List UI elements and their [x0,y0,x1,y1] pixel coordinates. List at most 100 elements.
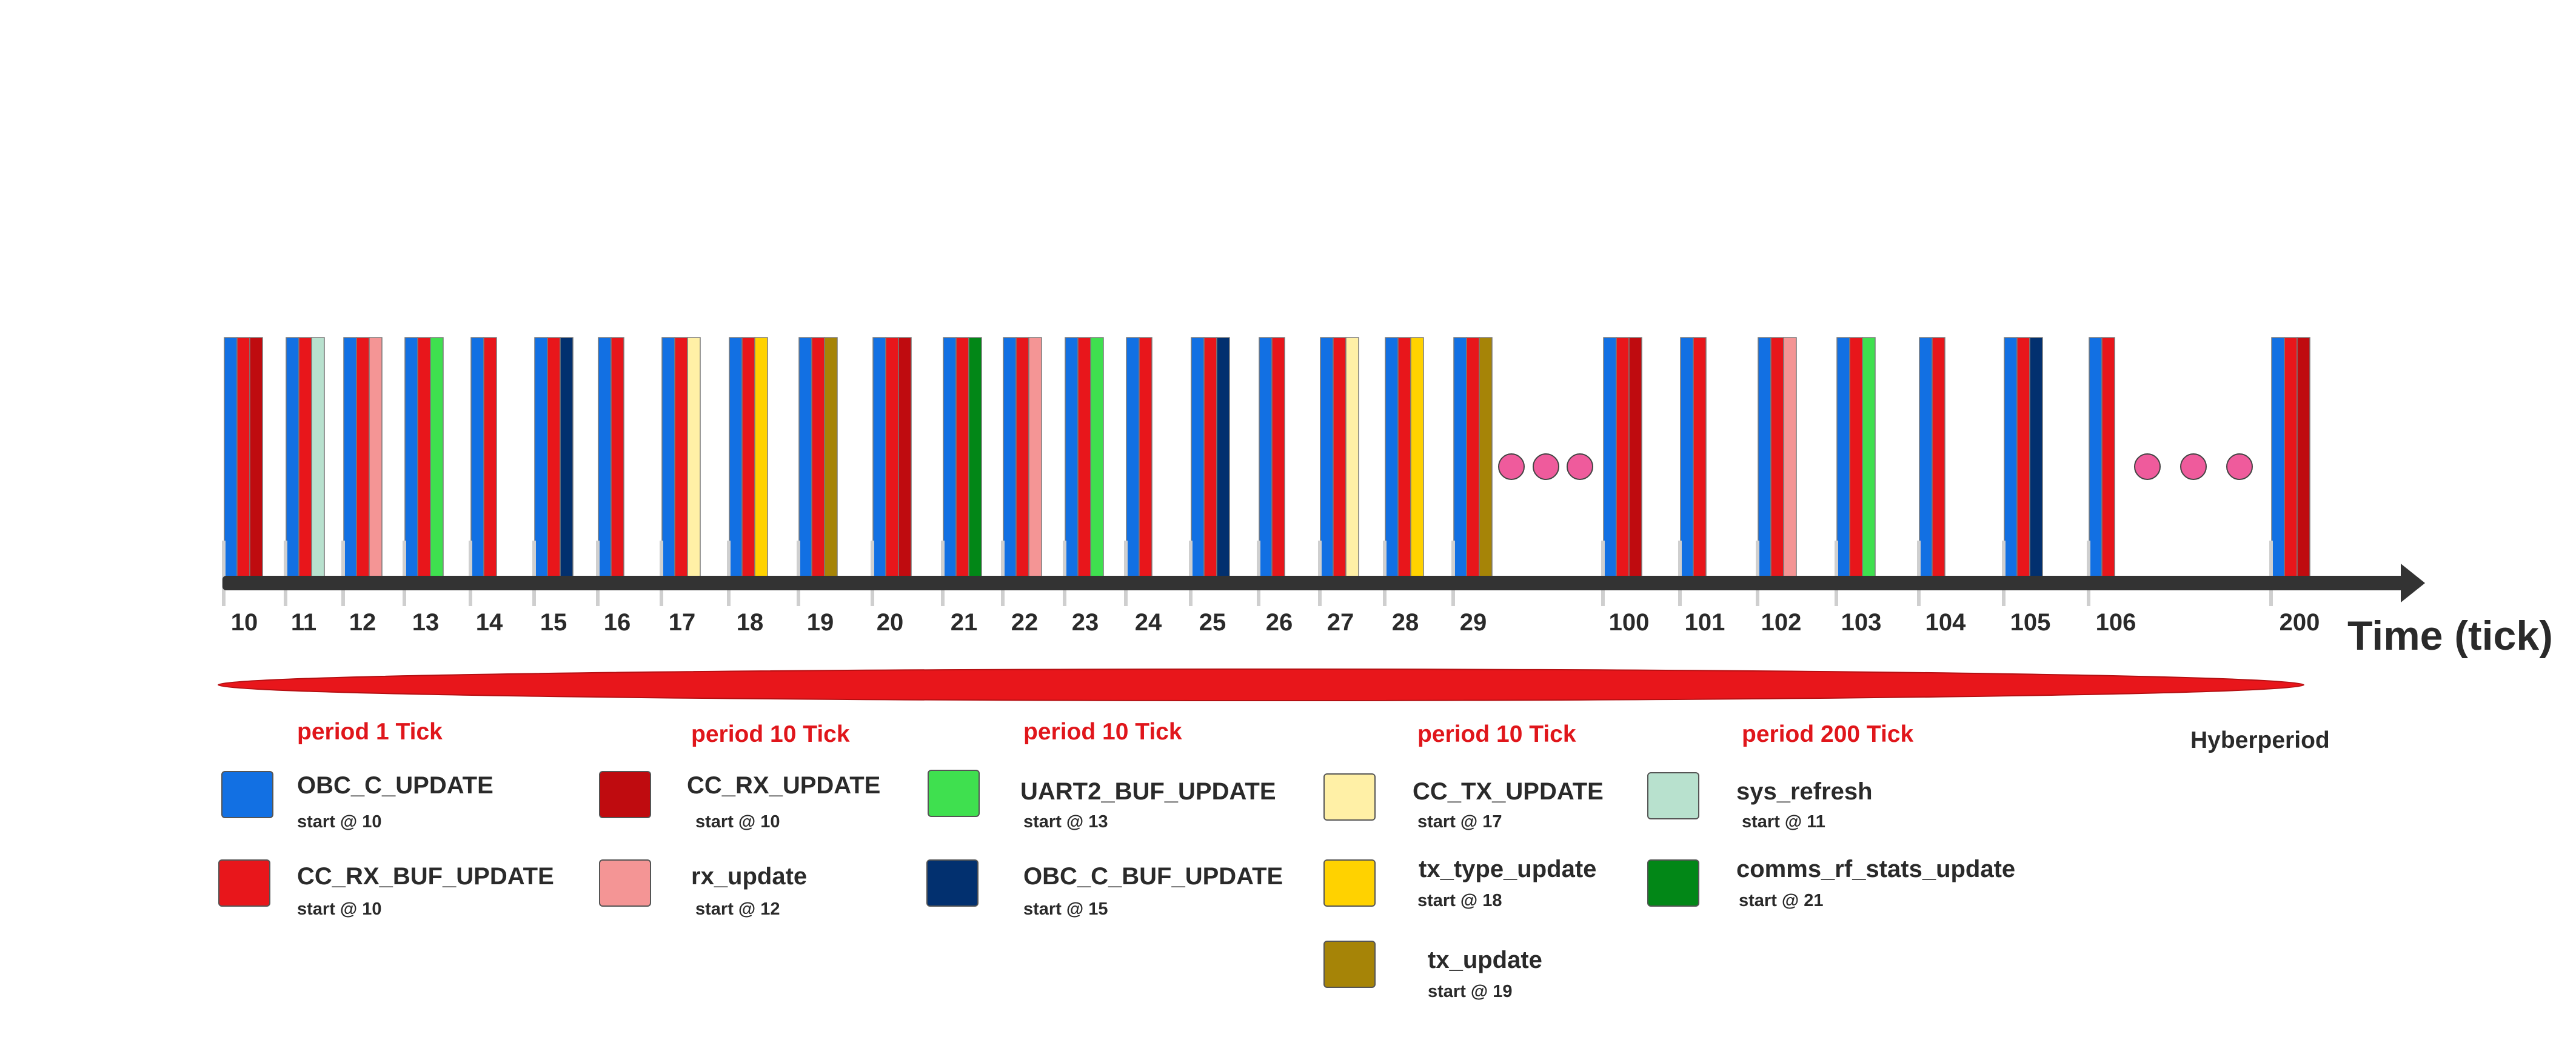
tick-label: 26 [1266,609,1293,636]
task-bar-obc-c-update [2004,337,2018,578]
task-bar-obc-c-update [1126,337,1140,578]
tick-label: 24 [1135,609,1162,636]
tick-label: 101 [1685,609,1725,636]
task-bar-cc-rx-update [898,337,912,578]
task-bar-cc-rx-buf-update [955,337,969,578]
task-bar-obc-c-update [1680,337,1694,578]
task-bar-cc-rx-buf-update [547,337,561,578]
task-bar-uart2-buf-update [1862,337,1876,578]
tick-label: 105 [2010,609,2051,636]
task-bar-cc-rx-buf-update [1932,337,1945,578]
task-bar-obc-c-update [1320,337,1334,578]
task-bar-cc-rx-buf-update [1271,337,1285,578]
task-bar-obc-c-update [534,337,548,578]
tick-marker [1678,541,1682,606]
task-bar-cc-rx-buf-update [1466,337,1480,578]
legend-swatch-obc-c-buf-update [926,859,979,907]
legend-start-sys-refresh: start @ 11 [1742,812,1825,832]
task-bar-obc-c-update [1385,337,1399,578]
task-bar-cc-rx-buf-update [2101,337,2115,578]
task-bar-obc-c-update [343,337,357,578]
tick-label: 16 [604,609,631,636]
tick-marker [1756,541,1759,606]
ellipsis-dot [1533,453,1559,480]
time-axis-line [222,576,2407,590]
legend-start-cc-rx-buf-update: start @ 10 [297,899,382,919]
task-bar-obc-c-update [470,337,484,578]
legend-name-sys-refresh: sys_refresh [1736,778,1873,805]
task-bar-cc-rx-buf-update [811,337,825,578]
legend-swatch-cc-rx-buf-update [218,859,270,907]
ellipsis-dots [1498,453,2253,480]
tick-label: 100 [1609,609,1650,636]
legend-start-obc-c-update: start @ 10 [297,812,382,832]
tick-marker [469,541,472,606]
tick-marker [341,541,345,606]
tick-label: 18 [737,609,764,636]
task-bar-obc-c-buf-update [560,337,574,578]
task-bar-obc-c-update [872,337,886,578]
tick-marker [2087,541,2090,606]
tick-label: 104 [1925,609,1966,636]
legend-name-rx-update: rx_update [691,863,808,890]
task-bar-obc-c-update [1191,337,1205,578]
tick-marker [1124,541,1128,606]
tick-label: 17 [669,609,696,636]
task-bar-obc-c-update [1259,337,1273,578]
legend-name-obc-c-buf-update: OBC_C_BUF_UPDATE [1023,863,1283,890]
task-bar-obc-c-update [598,337,612,578]
tick-marker [797,541,800,606]
task-bar-cc-rx-buf-update [1077,337,1091,578]
task-bar-cc-rx-buf-update [1333,337,1347,578]
legend-name-comms-rf-stats-update: comms_rf_stats_update [1736,856,2016,882]
legend-start-rx-update: start @ 12 [695,899,780,919]
tick-marker [941,541,945,606]
tick-marker [284,541,287,606]
tick-label: 23 [1072,609,1099,636]
task-bar-cc-rx-buf-update [741,337,755,578]
legend-swatch-comms-rf-stats-update [1647,859,1699,907]
tick-marker [1451,541,1455,606]
task-bar-obc-c-update [661,337,675,578]
task-bar-cc-rx-buf-update [1693,337,1707,578]
tick-marker [222,541,226,606]
task-bar-obc-c-update [729,337,743,578]
tick-marker [403,541,406,606]
tick-marker [2269,541,2273,606]
tick-marker [1601,541,1605,606]
task-bar-obc-c-update [798,337,812,578]
legend-period-3: period 10 Tick [1023,719,1182,745]
tick-marker [660,541,663,606]
legend-swatch-uart2-buf-update [928,770,980,817]
task-bar-cc-rx-buf-update [483,337,497,578]
hyperperiod-bar [218,669,2304,701]
task-bar-cc-tx-update [1345,337,1359,578]
legend-swatch-sys-refresh [1647,772,1699,819]
tick-marker [596,541,600,606]
task-bar-tx-type-update [1410,337,1424,578]
task-bar-cc-rx-buf-update [2016,337,2030,578]
legend-start-tx-type-update: start @ 18 [1417,891,1502,910]
hyperperiod-label: Hyberperiod [2190,727,2330,753]
tick-labels: 10 11 12 13 14 15 16 17 18 19 20 21 22 23 24 25 26 27 28 29… [231,609,2320,636]
legend-period-5: period 200 Tick [1742,721,1914,747]
task-bar-cc-rx-buf-update [1616,337,1630,578]
tick-label: 102 [1761,609,1802,636]
tick-label: 11 [291,609,316,636]
legend-swatch-tx-type-update [1323,859,1376,907]
task-bar-cc-rx-buf-update [1770,337,1784,578]
tick-marker [871,541,874,606]
task-bar-obc-c-update [1603,337,1617,578]
tick-label: 103 [1841,609,1882,636]
task-bar-obc-c-update [404,337,418,578]
task-bar-obc-c-update [1003,337,1017,578]
legend-name-obc-c-update: OBC_C_UPDATE [297,772,493,799]
task-bar-cc-rx-buf-update [674,337,688,578]
legend-start-tx-update: start @ 19 [1428,982,1513,1001]
tick-marks [222,541,2273,606]
tick-label: 14 [476,609,503,636]
task-bar-sys-refresh [311,337,325,578]
tick-label: 20 [877,609,904,636]
legend-name-cc-rx-update: CC_RX_UPDATE [687,772,881,799]
